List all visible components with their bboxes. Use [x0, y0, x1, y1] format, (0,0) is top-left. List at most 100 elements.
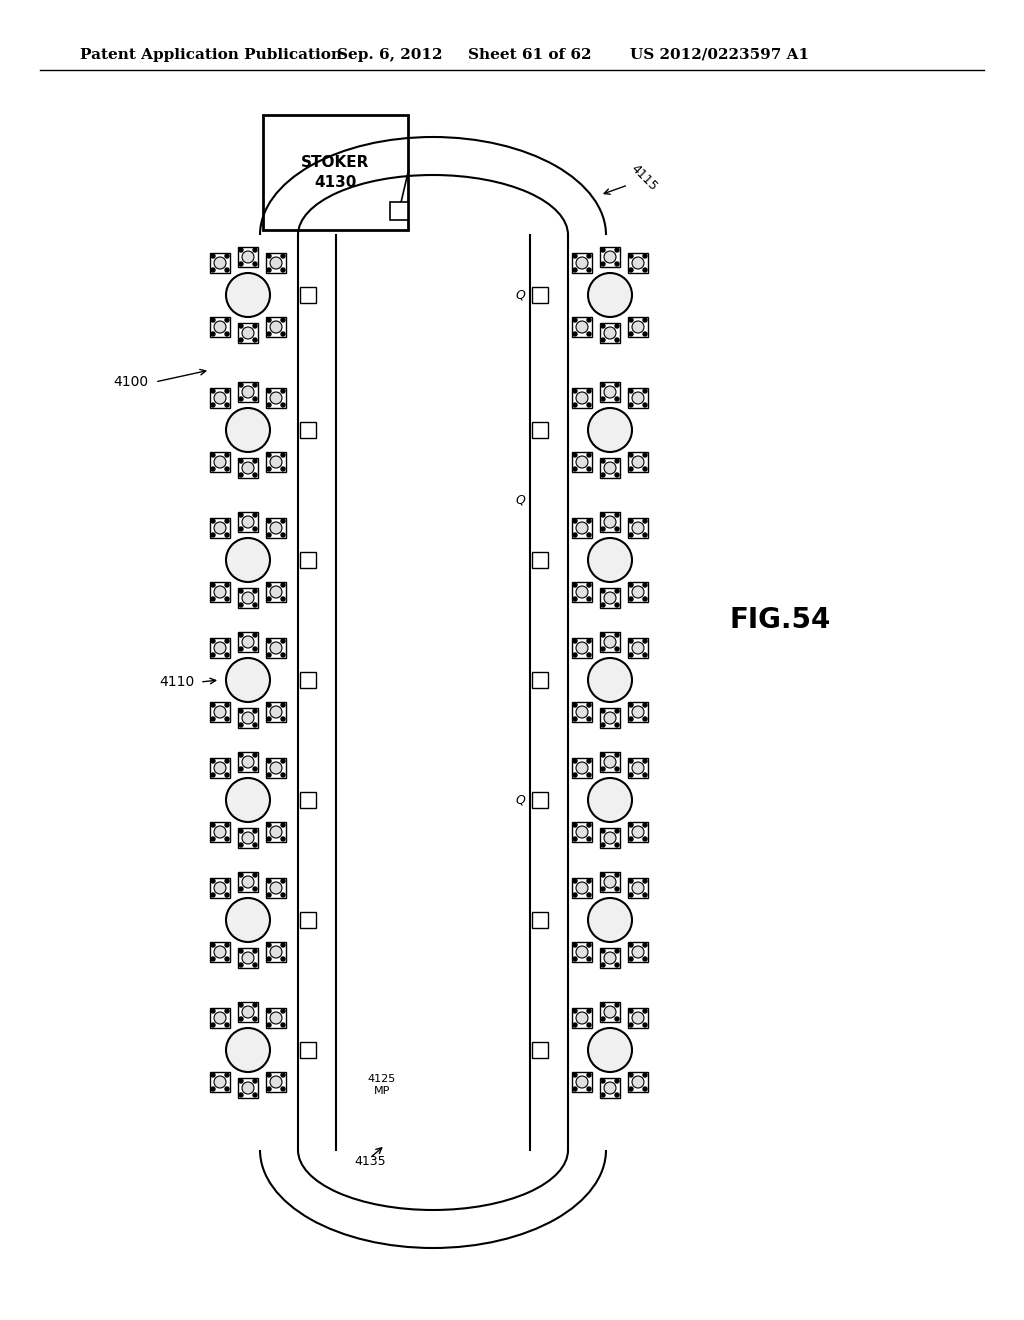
Circle shape — [267, 467, 271, 471]
Circle shape — [226, 1028, 270, 1072]
Circle shape — [239, 603, 243, 607]
Circle shape — [575, 946, 588, 958]
Circle shape — [214, 1076, 226, 1088]
Circle shape — [225, 1008, 229, 1012]
Circle shape — [573, 774, 577, 777]
Circle shape — [225, 533, 229, 537]
Circle shape — [214, 642, 226, 653]
Circle shape — [239, 1003, 243, 1007]
Circle shape — [214, 1012, 226, 1024]
Circle shape — [239, 647, 243, 651]
Circle shape — [601, 589, 605, 593]
Circle shape — [242, 636, 254, 648]
Bar — [266, 702, 286, 722]
Circle shape — [573, 318, 577, 322]
Circle shape — [253, 248, 257, 252]
Bar — [628, 702, 648, 722]
Bar — [532, 672, 548, 688]
Circle shape — [270, 455, 282, 469]
Circle shape — [601, 873, 605, 876]
Circle shape — [587, 583, 591, 587]
Bar — [300, 422, 316, 438]
Circle shape — [267, 333, 271, 337]
Circle shape — [587, 1023, 591, 1027]
Circle shape — [615, 829, 618, 833]
Circle shape — [643, 1086, 647, 1092]
Circle shape — [588, 273, 632, 317]
Circle shape — [226, 408, 270, 451]
Circle shape — [604, 952, 616, 964]
Circle shape — [573, 403, 577, 407]
Circle shape — [643, 597, 647, 601]
Bar — [210, 1072, 230, 1092]
Circle shape — [587, 717, 591, 721]
Circle shape — [270, 257, 282, 269]
Circle shape — [214, 257, 226, 269]
Circle shape — [601, 1078, 605, 1082]
Circle shape — [573, 639, 577, 643]
Bar — [300, 1041, 316, 1059]
Circle shape — [225, 333, 229, 337]
Circle shape — [604, 832, 616, 843]
Text: 4100: 4100 — [113, 375, 148, 389]
Circle shape — [643, 894, 647, 898]
Circle shape — [211, 333, 215, 337]
Circle shape — [604, 251, 616, 263]
Circle shape — [632, 455, 644, 469]
Circle shape — [281, 318, 285, 322]
Circle shape — [629, 403, 633, 407]
Circle shape — [225, 1086, 229, 1092]
Circle shape — [267, 759, 271, 763]
Circle shape — [575, 257, 588, 269]
Circle shape — [615, 261, 618, 267]
Circle shape — [253, 338, 257, 342]
Circle shape — [615, 767, 618, 771]
Circle shape — [239, 709, 243, 713]
Circle shape — [632, 257, 644, 269]
Circle shape — [573, 957, 577, 961]
Circle shape — [267, 253, 271, 257]
Circle shape — [629, 1086, 633, 1092]
Bar — [572, 451, 592, 473]
Circle shape — [615, 397, 618, 401]
Circle shape — [604, 1082, 616, 1094]
Bar — [266, 1008, 286, 1028]
Circle shape — [253, 634, 257, 638]
Circle shape — [601, 767, 605, 771]
Circle shape — [604, 327, 616, 339]
Circle shape — [225, 704, 229, 708]
Circle shape — [214, 455, 226, 469]
Circle shape — [629, 597, 633, 601]
Circle shape — [587, 519, 591, 523]
Circle shape — [587, 389, 591, 393]
Circle shape — [239, 843, 243, 847]
Circle shape — [267, 583, 271, 587]
Circle shape — [601, 603, 605, 607]
Circle shape — [281, 759, 285, 763]
Circle shape — [211, 1086, 215, 1092]
Circle shape — [281, 942, 285, 946]
Circle shape — [225, 822, 229, 828]
Circle shape — [604, 516, 616, 528]
Circle shape — [575, 826, 588, 838]
Bar — [238, 828, 258, 847]
Bar — [390, 202, 408, 220]
Circle shape — [225, 253, 229, 257]
Circle shape — [587, 533, 591, 537]
Circle shape — [604, 756, 616, 768]
Bar — [238, 458, 258, 478]
Circle shape — [211, 268, 215, 272]
Circle shape — [242, 832, 254, 843]
Circle shape — [643, 389, 647, 393]
Bar — [238, 323, 258, 343]
Circle shape — [643, 942, 647, 946]
Circle shape — [225, 894, 229, 898]
Circle shape — [281, 583, 285, 587]
Circle shape — [267, 837, 271, 841]
Circle shape — [281, 389, 285, 393]
Circle shape — [281, 1008, 285, 1012]
Bar — [210, 1008, 230, 1028]
Circle shape — [615, 647, 618, 651]
Bar — [238, 512, 258, 532]
Circle shape — [587, 1008, 591, 1012]
